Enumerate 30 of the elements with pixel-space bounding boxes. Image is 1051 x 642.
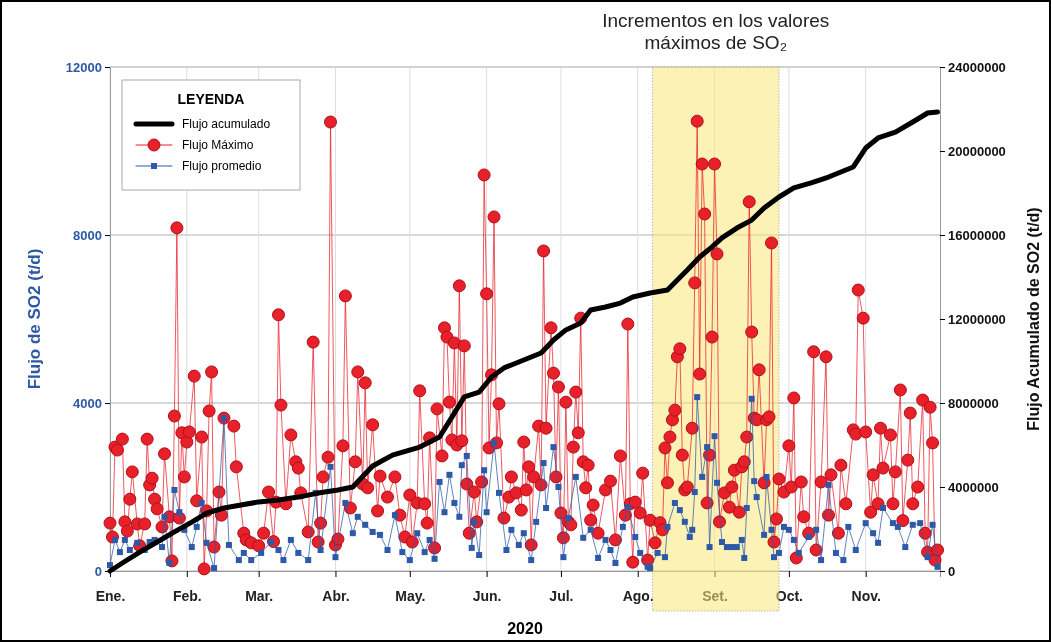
y2-tick-label: 4000000 [948,479,999,495]
legend-label: Flujo Máximo [182,138,254,152]
y2-tick-label: 20000000 [948,143,1006,159]
legend-label: Flujo promedio [182,159,262,173]
y2-axis-title: Flujo Acumulado de SO2 (t/d) [1025,207,1042,431]
y2-tick-label: 12000000 [948,311,1006,327]
legend-title: LEYENDA [177,91,245,107]
x-tick-label: May. [395,587,426,604]
band-label: Incrementos en los valores máximos de SO₂ [602,10,830,53]
y2-tick-label: 0 [948,563,956,579]
y2-tick-label: 16000000 [948,227,1006,243]
x-tick-label: Feb. [172,587,202,604]
y-tick-label: 4000 [73,395,102,411]
x-tick-label: Oct. [775,587,803,604]
x-tick-label: Nov. [851,587,881,604]
x-tick-label: Jun. [472,587,502,604]
y-tick-label: 12000 [65,59,102,75]
x-tick-label: Jul. [549,587,574,604]
x-tick-label: Mar. [245,587,274,604]
x-tick-label: Set. [702,587,728,604]
x-tick-label: Ene. [95,587,126,604]
y-tick-label: 0 [94,563,102,579]
legend-label: Flujo acumulado [182,117,271,131]
y-tick-label: 8000 [73,227,102,243]
x-tick-label: Ago. [622,587,654,604]
y2-tick-label: 24000000 [948,59,1006,75]
x-axis-title: 2020 [507,620,543,637]
y-axis-title: Flujo de SO2 (t/d) [25,248,44,390]
x-tick-label: Abr. [322,587,350,604]
y2-tick-label: 8000000 [948,395,999,411]
